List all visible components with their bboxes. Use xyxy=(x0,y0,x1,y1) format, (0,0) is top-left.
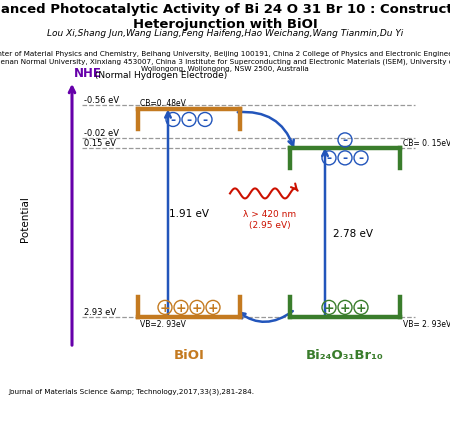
Text: -: - xyxy=(326,152,332,165)
Text: -: - xyxy=(342,134,347,147)
Text: +: + xyxy=(192,301,202,314)
Text: -: - xyxy=(359,152,364,165)
Text: Lou Xi,Shang Jun,Wang Liang,Feng Haifeng,Hao Weichang,Wang Tianmin,Du Yi: Lou Xi,Shang Jun,Wang Liang,Feng Haifeng… xyxy=(47,29,403,38)
Text: +: + xyxy=(176,301,186,314)
Text: Potential: Potential xyxy=(20,196,30,241)
Text: +: + xyxy=(208,301,218,314)
Text: 1 Center of Material Physics and Chemistry, Beihang University, Beijing 100191, : 1 Center of Material Physics and Chemist… xyxy=(0,51,450,71)
Text: CB= 0. 15eV: CB= 0. 15eV xyxy=(403,138,450,148)
Text: +: + xyxy=(340,301,350,314)
Text: -: - xyxy=(171,114,176,127)
Text: -0.56 eV: -0.56 eV xyxy=(84,95,119,104)
Text: -: - xyxy=(342,152,347,165)
Text: NHE: NHE xyxy=(74,67,102,80)
Text: CB=0. 48eV: CB=0. 48eV xyxy=(140,99,186,108)
Text: +: + xyxy=(324,301,334,314)
Text: (Normal Hydrogen Electrode): (Normal Hydrogen Electrode) xyxy=(92,71,227,80)
Text: -: - xyxy=(186,114,192,127)
Text: Journal of Materials Science &amp; Technology,2017,33(3),281-284.: Journal of Materials Science &amp; Techn… xyxy=(8,388,254,395)
Text: λ > 420 nm
(2.95 eV): λ > 420 nm (2.95 eV) xyxy=(243,210,297,230)
Text: Bi₂₄O₃₁Br₁₀: Bi₂₄O₃₁Br₁₀ xyxy=(306,348,384,361)
Text: +: + xyxy=(356,301,366,314)
Text: 2.93 eV: 2.93 eV xyxy=(84,307,116,317)
Text: 2.78 eV: 2.78 eV xyxy=(333,228,373,238)
Text: 1.91 eV: 1.91 eV xyxy=(169,209,209,219)
Text: Enhanced Photocatalytic Activity of Bi 24 O 31 Br 10 : Constructing
Heterojuncti: Enhanced Photocatalytic Activity of Bi 2… xyxy=(0,3,450,31)
Text: -: - xyxy=(202,114,207,127)
Text: VB=2. 93eV: VB=2. 93eV xyxy=(140,320,186,328)
Text: 0.15 eV: 0.15 eV xyxy=(84,138,116,148)
Text: VB= 2. 93eV: VB= 2. 93eV xyxy=(403,320,450,328)
Text: -0.02 eV: -0.02 eV xyxy=(84,128,119,137)
Text: BiOI: BiOI xyxy=(174,348,204,361)
Text: +: + xyxy=(160,301,170,314)
